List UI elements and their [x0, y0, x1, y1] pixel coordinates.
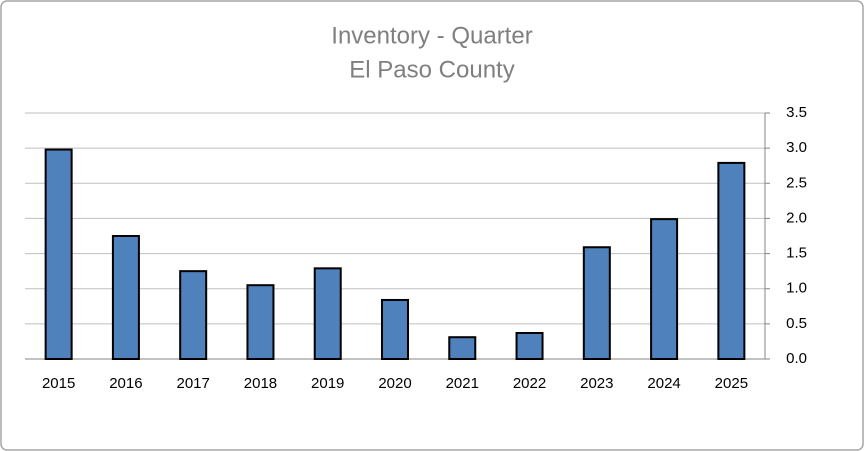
y-tick-label: 0.0 [786, 350, 807, 367]
y-tick-label: 1.5 [786, 245, 807, 262]
y-tick-label: 2.0 [786, 209, 807, 226]
x-tick-label: 2021 [446, 375, 479, 392]
x-tick-label: 2017 [176, 375, 209, 392]
bar [313, 267, 342, 360]
x-tick-label: 2022 [513, 375, 546, 392]
x-tick-label: 2015 [42, 375, 75, 392]
bar [246, 284, 275, 361]
y-tick-label: 2.5 [786, 174, 807, 191]
chart-subtitle: El Paso County [349, 56, 514, 83]
bar [515, 331, 544, 361]
bar [448, 336, 477, 360]
y-tick-label: 3.5 [786, 104, 807, 121]
bar [582, 246, 611, 360]
y-tick-label: 0.5 [786, 315, 807, 332]
bar [44, 148, 73, 360]
x-tick-label: 2019 [311, 375, 344, 392]
x-tick-label: 2023 [580, 375, 613, 392]
bar [179, 270, 208, 360]
y-tick-label: 1.0 [786, 280, 807, 297]
x-tick-label: 2018 [244, 375, 277, 392]
bar [111, 235, 140, 360]
y-tick-label: 3.0 [786, 139, 807, 156]
x-tick-label: 2024 [647, 375, 680, 392]
bar [650, 218, 679, 360]
x-tick-label: 2020 [378, 375, 411, 392]
bar [717, 161, 746, 360]
x-tick-label: 2025 [715, 375, 748, 392]
chart-title: Inventory - Quarter [331, 22, 532, 49]
bar [381, 298, 409, 360]
x-tick-label: 2016 [109, 375, 142, 392]
